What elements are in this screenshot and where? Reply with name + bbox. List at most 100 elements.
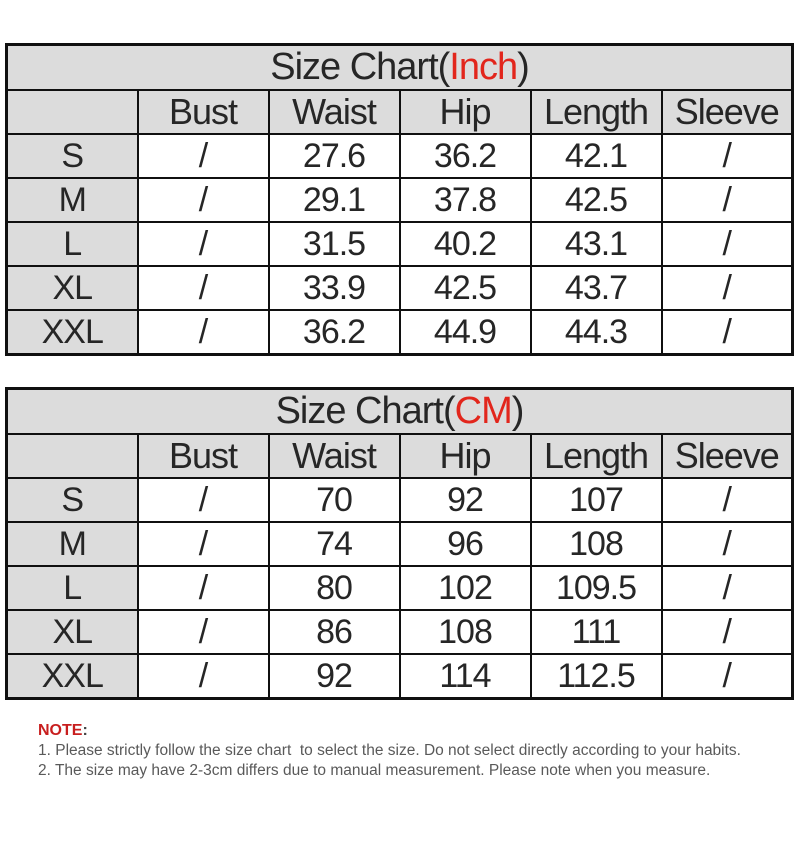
bust-value: /: [136, 133, 270, 179]
hip-value: 108: [398, 609, 532, 655]
size-label: L: [5, 565, 139, 611]
unit-label: CM: [454, 390, 513, 432]
note-section: NOTE: 1. Please strictly follow the size…: [38, 721, 800, 780]
size-chart-inch-table: Size Chart(Inch) Bust Waist Hip Length S…: [5, 43, 794, 356]
waist-value: 92: [267, 653, 401, 700]
column-header-bust: Bust: [136, 433, 270, 479]
column-header-hip: Hip: [398, 433, 532, 479]
size-label: XXL: [5, 653, 139, 700]
note-label: NOTE: [38, 722, 83, 739]
waist-value: 74: [267, 521, 401, 567]
waist-value: 33.9: [267, 265, 401, 311]
hip-value: 40.2: [398, 221, 532, 267]
bust-value: /: [136, 521, 270, 567]
length-value: 112.5: [529, 653, 663, 700]
waist-value: 80: [267, 565, 401, 611]
note-title: NOTE:: [38, 721, 800, 741]
title-suffix: ): [517, 46, 530, 88]
hip-value: 92: [398, 477, 532, 523]
sleeve-value: /: [660, 177, 794, 223]
size-label: S: [5, 133, 139, 179]
length-value: 42.1: [529, 133, 663, 179]
sleeve-value: /: [660, 477, 794, 523]
length-value: 109.5: [529, 565, 663, 611]
size-label: L: [5, 221, 139, 267]
length-value: 44.3: [529, 309, 663, 356]
column-header-size: [5, 433, 139, 479]
length-value: 108: [529, 521, 663, 567]
waist-value: 36.2: [267, 309, 401, 356]
size-label: M: [5, 521, 139, 567]
title-prefix: Size Chart(: [275, 390, 456, 432]
table-title: Size Chart(CM): [5, 387, 794, 435]
waist-value: 86: [267, 609, 401, 655]
waist-value: 27.6: [267, 133, 401, 179]
sleeve-value: /: [660, 565, 794, 611]
column-header-size: [5, 89, 139, 135]
column-header-waist: Waist: [267, 89, 401, 135]
hip-value: 37.8: [398, 177, 532, 223]
hip-value: 102: [398, 565, 532, 611]
hip-value: 42.5: [398, 265, 532, 311]
sleeve-value: /: [660, 265, 794, 311]
length-value: 42.5: [529, 177, 663, 223]
column-header-length: Length: [529, 89, 663, 135]
size-label: M: [5, 177, 139, 223]
note-line-2: 2. The size may have 2-3cm differs due t…: [38, 761, 711, 779]
column-header-waist: Waist: [267, 433, 401, 479]
bust-value: /: [136, 177, 270, 223]
sleeve-value: /: [660, 521, 794, 567]
length-value: 43.1: [529, 221, 663, 267]
table-row: S / 27.6 36.2 42.1 /: [5, 133, 794, 179]
column-header-length: Length: [529, 433, 663, 479]
table-row: M / 74 96 108 /: [5, 521, 794, 567]
column-header-sleeve: Sleeve: [660, 89, 794, 135]
size-label: XL: [5, 265, 139, 311]
bust-value: /: [136, 221, 270, 267]
sleeve-value: /: [660, 609, 794, 655]
size-label: XL: [5, 609, 139, 655]
bust-value: /: [136, 309, 270, 356]
hip-value: 114: [398, 653, 532, 700]
hip-value: 36.2: [398, 133, 532, 179]
table-title-row: Size Chart(Inch): [5, 43, 794, 91]
hip-value: 96: [398, 521, 532, 567]
table-row: L / 80 102 109.5 /: [5, 565, 794, 611]
table-row: M / 29.1 37.8 42.5 /: [5, 177, 794, 223]
waist-value: 31.5: [267, 221, 401, 267]
length-value: 111: [529, 609, 663, 655]
size-label: S: [5, 477, 139, 523]
column-header-sleeve: Sleeve: [660, 433, 794, 479]
column-header-row: Bust Waist Hip Length Sleeve: [5, 433, 794, 479]
title-prefix: Size Chart(: [270, 46, 450, 88]
unit-label: Inch: [449, 46, 518, 88]
column-header-row: Bust Waist Hip Length Sleeve: [5, 89, 794, 135]
table-row: L / 31.5 40.2 43.1 /: [5, 221, 794, 267]
hip-value: 44.9: [398, 309, 532, 356]
length-value: 107: [529, 477, 663, 523]
table-row: XL / 33.9 42.5 43.7 /: [5, 265, 794, 311]
column-header-hip: Hip: [398, 89, 532, 135]
waist-value: 29.1: [267, 177, 401, 223]
bust-value: /: [136, 565, 270, 611]
note-line-1: 1. Please strictly follow the size chart…: [38, 742, 741, 759]
sleeve-value: /: [660, 221, 794, 267]
length-value: 43.7: [529, 265, 663, 311]
bust-value: /: [136, 265, 270, 311]
bust-value: /: [136, 653, 270, 700]
sleeve-value: /: [660, 133, 794, 179]
note-colon: :: [82, 722, 88, 739]
title-suffix: ): [511, 390, 525, 432]
column-header-bust: Bust: [136, 89, 270, 135]
sleeve-value: /: [660, 309, 794, 356]
table-row: XXL / 92 114 112.5 /: [5, 653, 794, 700]
table-row: XL / 86 108 111 /: [5, 609, 794, 655]
bust-value: /: [136, 609, 270, 655]
bust-value: /: [136, 477, 270, 523]
size-chart-cm-table: Size Chart(CM) Bust Waist Hip Length Sle…: [5, 387, 794, 700]
table-row: S / 70 92 107 /: [5, 477, 794, 523]
table-title-row: Size Chart(CM): [5, 387, 794, 435]
size-label: XXL: [5, 309, 139, 356]
table-row: XXL / 36.2 44.9 44.3 /: [5, 309, 794, 356]
sleeve-value: /: [660, 653, 794, 700]
